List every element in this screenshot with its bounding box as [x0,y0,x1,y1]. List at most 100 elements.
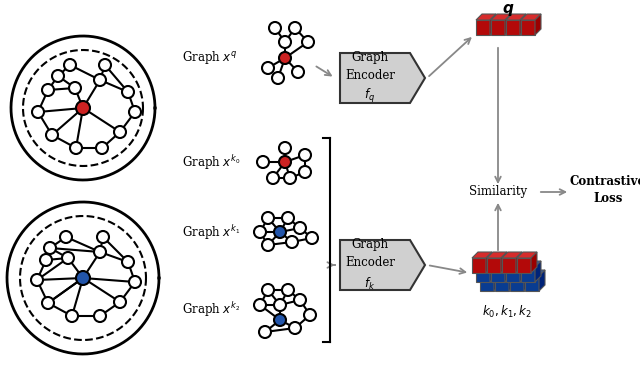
Circle shape [42,297,54,309]
Polygon shape [480,276,494,291]
Circle shape [292,66,304,78]
Circle shape [262,239,274,251]
Circle shape [284,172,296,184]
Circle shape [279,156,291,168]
Circle shape [114,126,126,138]
Circle shape [294,222,306,234]
Circle shape [64,59,76,71]
Circle shape [282,284,294,296]
Circle shape [94,310,106,322]
Polygon shape [505,261,511,282]
Circle shape [262,62,274,74]
Circle shape [66,310,78,322]
Circle shape [254,299,266,311]
Circle shape [274,314,286,326]
Polygon shape [506,261,526,267]
Polygon shape [480,270,500,276]
Circle shape [257,156,269,168]
Circle shape [294,294,306,306]
Polygon shape [505,14,511,35]
Polygon shape [340,240,425,290]
Polygon shape [487,252,507,258]
Polygon shape [486,252,492,273]
Polygon shape [516,252,522,273]
Polygon shape [502,258,516,273]
Polygon shape [535,261,541,282]
Circle shape [69,82,81,94]
Polygon shape [510,270,530,276]
Circle shape [122,256,134,268]
Polygon shape [531,252,537,273]
Text: $\boldsymbol{q}$: $\boldsymbol{q}$ [502,2,514,18]
Polygon shape [491,14,511,20]
Circle shape [299,149,311,161]
Circle shape [31,274,43,286]
Circle shape [274,299,286,311]
Circle shape [259,326,271,338]
Polygon shape [521,20,535,35]
Polygon shape [495,270,515,276]
Circle shape [254,226,266,238]
Polygon shape [490,261,496,282]
Text: Graph
Encoder
$f_q$: Graph Encoder $f_q$ [345,51,395,105]
Circle shape [114,296,126,308]
Polygon shape [521,267,535,282]
Text: Graph
Encoder
$f_k$: Graph Encoder $f_k$ [345,239,395,291]
Polygon shape [539,270,545,291]
Polygon shape [521,14,541,20]
Circle shape [60,231,72,243]
Polygon shape [495,276,509,291]
Circle shape [94,74,106,86]
Text: Similarity: Similarity [469,186,527,198]
Polygon shape [509,270,515,291]
Circle shape [286,236,298,248]
Polygon shape [520,14,526,35]
Circle shape [306,232,318,244]
Circle shape [129,276,141,288]
Circle shape [96,142,108,154]
Polygon shape [520,261,526,282]
Circle shape [129,106,141,118]
Circle shape [76,271,90,285]
Polygon shape [517,252,537,258]
Polygon shape [472,258,486,273]
Polygon shape [491,261,511,267]
Circle shape [70,142,82,154]
Polygon shape [501,252,507,273]
Text: Graph $x^{k_2}$: Graph $x^{k_2}$ [182,301,240,320]
Circle shape [99,59,111,71]
Text: Graph $x^q$: Graph $x^q$ [182,49,237,66]
Polygon shape [510,276,524,291]
Circle shape [299,166,311,178]
Polygon shape [487,258,501,273]
Circle shape [40,254,52,266]
Polygon shape [502,252,522,258]
Circle shape [267,172,279,184]
Circle shape [42,84,54,96]
Polygon shape [476,267,490,282]
Text: Graph $x^{k_1}$: Graph $x^{k_1}$ [182,223,240,242]
Polygon shape [524,270,530,291]
Text: $\boldsymbol{k_0, k_1, k_2}$: $\boldsymbol{k_0, k_1, k_2}$ [482,304,532,320]
Circle shape [52,70,64,82]
Polygon shape [521,261,541,267]
Circle shape [279,52,291,64]
Polygon shape [506,20,520,35]
Polygon shape [525,270,545,276]
Circle shape [269,22,281,34]
Circle shape [279,142,291,154]
Polygon shape [535,14,541,35]
Text: Graph $x^{k_0}$: Graph $x^{k_0}$ [182,154,241,173]
Circle shape [97,231,109,243]
Polygon shape [472,252,492,258]
Circle shape [274,226,286,238]
Polygon shape [517,258,531,273]
Circle shape [279,36,291,48]
Circle shape [304,309,316,321]
Circle shape [46,129,58,141]
Circle shape [122,86,134,98]
Circle shape [289,22,301,34]
Polygon shape [340,53,425,103]
Circle shape [282,212,294,224]
Polygon shape [491,20,505,35]
